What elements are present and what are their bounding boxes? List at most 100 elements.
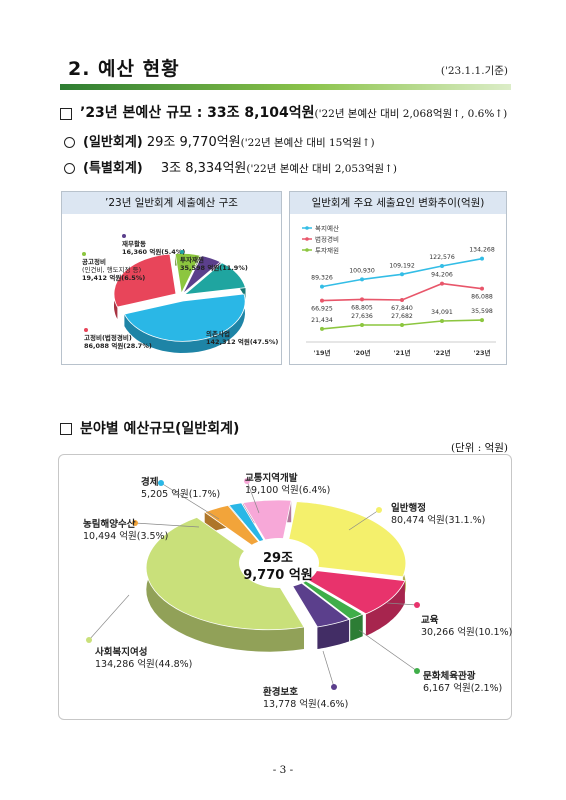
label-dot: [244, 478, 250, 484]
square-bullet-icon: [60, 423, 72, 435]
x-tick-label: '19년: [313, 348, 330, 357]
sector-label-value: 13,778 억원(4.6%): [263, 699, 349, 710]
series-point: [360, 323, 364, 328]
trend-chart-panel: 일반회계 주요 세출요인 변화추이(억원) 복지예산 법정경비 투자재원 89,326…: [289, 191, 507, 365]
series-point: [440, 281, 444, 286]
data-label: 27,636: [351, 313, 373, 320]
sector-label-1: 교육 30,266 억원(10.1%): [421, 615, 512, 639]
square-bullet-icon: [60, 107, 72, 120]
structure-chart-title: ’23년 일반회계 세출예산 구조: [62, 192, 281, 214]
data-label: 89,326: [311, 275, 333, 282]
structure-label-value: 35,598 억원(11.9%): [180, 264, 248, 272]
leader-line: [358, 629, 418, 672]
trend-chart-title: 일반회계 주요 세출요인 변화추이(억원): [290, 192, 506, 214]
pie-slice-1: [113, 253, 177, 308]
label-dot: [86, 637, 92, 643]
legend-marker: [305, 248, 309, 252]
structure-label-name: 투자재원: [180, 256, 204, 264]
sector-label-2: 문화체육관광 6,167 억원(2.1%): [423, 671, 502, 695]
center-label-top: 29조: [262, 551, 294, 566]
center-label-bottom: 9,770 억원: [243, 568, 313, 583]
summary-total-note: ('22년 본예산 대비 2,068억원↑, 0.6%↑): [314, 108, 508, 120]
section2-title: 분야별 예산규모(일반회계): [80, 421, 240, 437]
leader-line: [386, 602, 418, 606]
legend-entry: 법정경비: [315, 235, 339, 244]
pie-slice-side: [350, 614, 363, 642]
series-point: [440, 263, 444, 268]
pie-slice-4: [183, 262, 247, 296]
pie-slice-side: [124, 294, 245, 353]
data-label: 66,925: [311, 306, 333, 313]
leader-line: [160, 482, 220, 520]
series-point: [320, 326, 324, 331]
label-dot: [331, 684, 337, 690]
leader-line: [322, 650, 335, 688]
sector-label-value: 10,494 억원(3.5%): [83, 531, 169, 542]
pie-slice-side: [146, 517, 304, 652]
structure-label-4: 투자재원 35,598 억원(11.9%): [180, 248, 248, 272]
label-dot: [414, 668, 420, 674]
x-tick-label: '21년: [393, 348, 410, 357]
summary-special-value: 3조 8,334억원: [160, 161, 247, 176]
summary-general-note: ('22년 본예산 대비 15억원↑): [240, 137, 375, 149]
structure-label-1: 고정비(법정경비) 86,088 억원(28.7%): [84, 326, 152, 350]
pie-slice-1: [285, 566, 406, 615]
legend-marker: [305, 226, 309, 230]
sector-label-name: 일반행정: [391, 503, 426, 514]
x-tick-label: '20년: [353, 348, 370, 357]
section2-heading: 분야별 예산규모(일반회계): [60, 418, 239, 438]
data-label: 35,598: [471, 308, 493, 315]
data-label: 68,805: [351, 304, 373, 311]
structure-label-value: 86,088 억원(28.7%): [84, 342, 152, 350]
sector-label-value: 6,167 억원(2.1%): [423, 683, 503, 694]
series-point: [400, 322, 404, 327]
data-label: 134,268: [469, 247, 495, 254]
data-label: 67,840: [391, 305, 413, 312]
series-point: [480, 256, 484, 261]
label-dot: [158, 480, 164, 486]
title-underline: [60, 84, 511, 90]
pie-slice-3: [182, 255, 222, 295]
data-label: 34,091: [431, 309, 453, 316]
page-number: - 3 -: [272, 764, 294, 776]
series-point: [360, 277, 364, 282]
pie-slice-side: [317, 619, 350, 649]
x-tick-label: '22년: [433, 348, 450, 357]
structure-label-0: 의존사업 142,312 억원(47.5%): [206, 322, 278, 346]
structure-label-name: 의존사업: [206, 330, 230, 338]
data-label: 100,930: [349, 267, 375, 274]
structure-label-value: 142,312 억원(47.5%): [206, 338, 279, 346]
legend-entry: 투자재원: [315, 246, 339, 255]
sector-pie-center-label: 29조 9,770 억원: [228, 550, 328, 584]
structure-label-sub: (인건비, 행도지정 등): [82, 266, 142, 274]
sector-label-name: 사회복지여성: [95, 647, 148, 658]
sector-label-value: 134,286 억원(44.8%): [95, 659, 193, 670]
circle-bullet-icon: [64, 163, 75, 174]
sector-label-7: 교통지역개발 19,100 억원(6.4%): [245, 473, 330, 497]
legend-marker: [305, 237, 309, 241]
structure-label-2: 공고정비 (인건비, 행도지정 등) 19,412 억원(6.5%): [82, 250, 145, 282]
basis-date: ('23.1.1.기준): [440, 65, 508, 77]
center-disc: [239, 538, 319, 588]
section-title: 2. 예산 현황: [68, 58, 180, 80]
sector-label-0: 일반행정 80,474 억원(31.1.%): [391, 503, 485, 527]
label-dot: [414, 602, 420, 608]
unit-label: (단위 : 억원): [450, 442, 508, 454]
structure-label-value: 16,360 억원(5.4%): [122, 248, 186, 256]
data-label: 94,206: [431, 272, 453, 279]
summary-special: (특별회계) 3조 8,334억원('22년 본예산 대비 2,053억원↑): [64, 157, 397, 176]
sector-label-3: 환경보호 13,778 억원(4.6%): [263, 687, 348, 711]
summary-total-text: ’23년 본예산 규모 : 33조 8,104억원: [80, 105, 315, 121]
structure-label-name: 재무활동: [122, 240, 146, 248]
sector-label-value: 80,474 억원(31.1.%): [391, 515, 486, 526]
summary-total: ’23년 본예산 규모 : 33조 8,104억원('22년 본예산 대비 2,…: [60, 102, 507, 122]
sector-label-value: 19,100 억원(6.4%): [245, 485, 331, 496]
sector-label-name: 경제: [141, 477, 159, 488]
data-label: 27,682: [391, 313, 413, 320]
sector-pie-chart: [86, 478, 420, 690]
sector-label-value: 5,205 억원(1.7%): [141, 489, 221, 500]
leader-line: [134, 522, 200, 528]
summary-special-label: (특별회계): [83, 161, 143, 176]
leader-line: [88, 594, 130, 641]
